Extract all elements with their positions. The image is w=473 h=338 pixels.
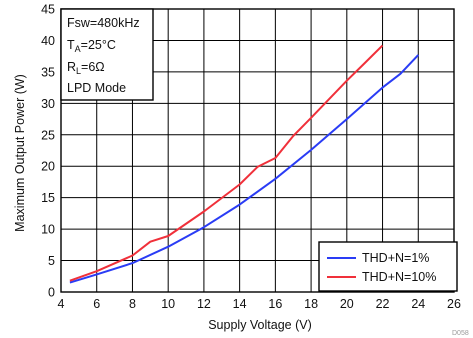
annotation-rl-value: =6Ω [81, 60, 105, 74]
x-tick-label: 10 [161, 297, 175, 311]
x-tick-label: 22 [376, 297, 390, 311]
legend-frame [318, 241, 458, 292]
x-tick-label: 18 [304, 297, 318, 311]
y-tick-label: 25 [41, 128, 55, 142]
annotation-mode: LPD Mode [67, 81, 126, 95]
annotation-rl-sub: L [76, 66, 81, 76]
x-tick-label: 12 [197, 297, 211, 311]
plot-frame [60, 8, 455, 293]
annotation-box: Fsw=480kHz TA=25°C RL=6Ω LPD Mode [60, 8, 154, 101]
series-line-thdn-1pct [69, 54, 420, 284]
x-tick-label: 14 [233, 297, 247, 311]
annotation-ta-sub: A [75, 44, 81, 54]
y-tick-label: 20 [41, 160, 55, 174]
series-line-thdn-10pct [69, 44, 384, 282]
annotation-rl: RL=6Ω [67, 60, 105, 76]
y-tick-labels: 0 5 10 15 20 25 30 35 40 45 [41, 3, 55, 300]
legend-label-10pct: THD+N=10% [362, 270, 436, 284]
x-tick-labels: 4 6 8 10 12 14 16 18 20 22 24 26 [58, 297, 461, 311]
series-lines [69, 44, 420, 284]
legend: THD+N=1% THD+N=10% [318, 241, 458, 292]
y-tick-label: 40 [41, 34, 55, 48]
x-tick-label: 8 [129, 297, 136, 311]
annotation-ta: TA=25°C [67, 38, 116, 54]
y-tick-label: 10 [41, 223, 55, 237]
annotation-rl-label: R [67, 60, 76, 74]
x-axis-label: Supply Voltage (V) [208, 318, 312, 332]
legend-label-1pct: THD+N=1% [362, 251, 429, 265]
annotation-fsw: Fsw=480kHz [67, 16, 140, 30]
x-tick-label: 6 [93, 297, 100, 311]
annotation-ta-value: =25°C [81, 38, 116, 52]
y-tick-label: 35 [41, 65, 55, 79]
y-axis-label: Maximum Output Power (W) [13, 74, 27, 232]
x-tick-label: 26 [447, 297, 461, 311]
y-tick-label: 15 [41, 191, 55, 205]
figure-id: D058 [452, 330, 469, 337]
x-tick-label: 20 [340, 297, 354, 311]
y-tick-label: 5 [48, 254, 55, 268]
x-tick-label: 4 [58, 297, 65, 311]
x-tick-label: 16 [268, 297, 282, 311]
y-tick-label: 45 [41, 3, 55, 17]
x-tick-label: 24 [411, 297, 425, 311]
annotation-ta-label: T [67, 38, 75, 52]
y-tick-label: 30 [41, 97, 55, 111]
annotation-frame [60, 8, 154, 101]
y-tick-label: 0 [48, 286, 55, 300]
